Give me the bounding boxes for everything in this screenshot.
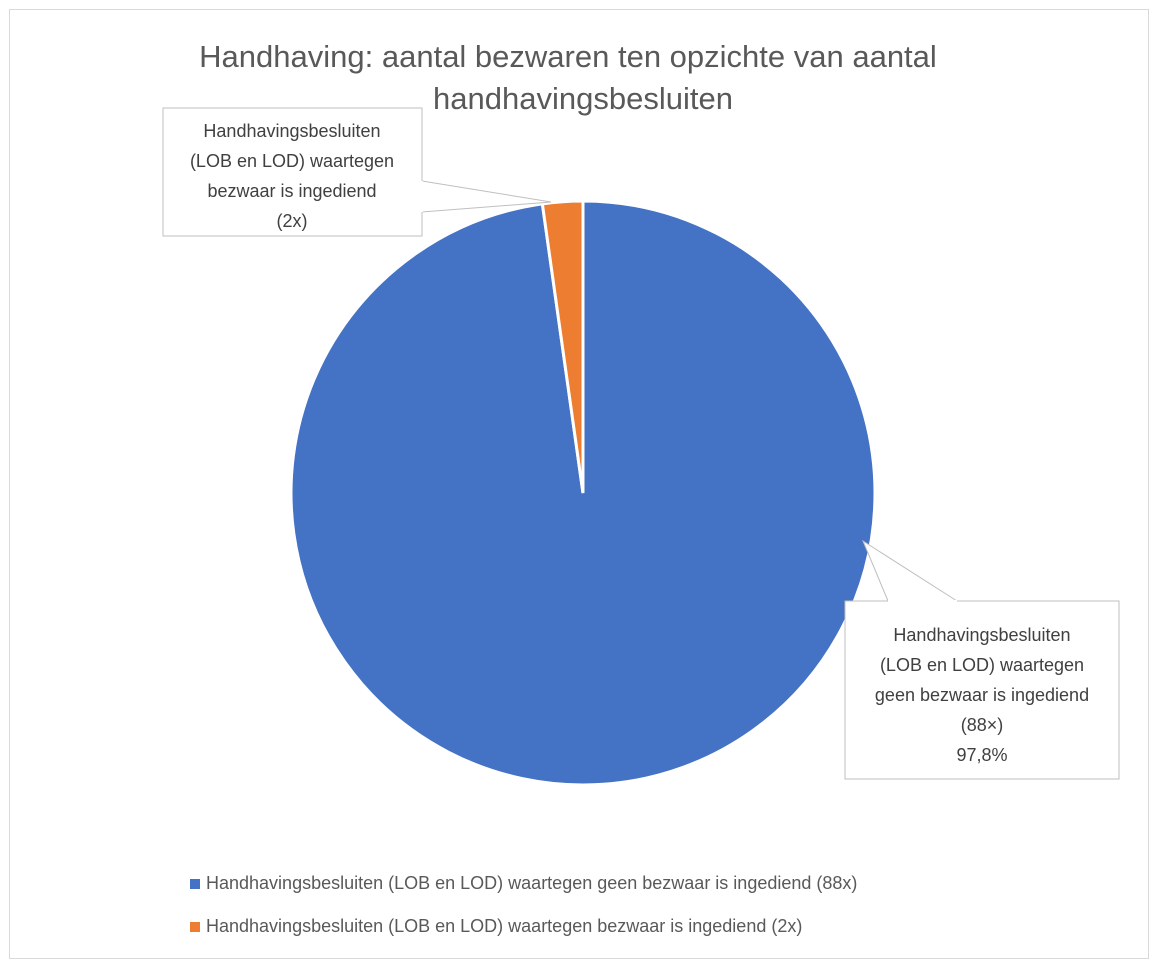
callout-2: Handhavingsbesluiten (LOB en LOD) waarteg… <box>162 107 552 237</box>
chart-title-line-1: Handhaving: aantal bezwaren ten opzichte… <box>199 39 937 74</box>
legend-label-2: Handhavingsbesluiten (LOB en LOD) waarte… <box>206 916 802 936</box>
legend-item-1: Handhavingsbesluiten (LOB en LOD) waarte… <box>190 873 857 893</box>
callout-2-line-1: Handhavingsbesluiten <box>203 121 380 141</box>
chart-title-line-2: handhavingsbesluiten <box>433 81 733 116</box>
callout-1-line-1: Handhavingsbesluiten <box>893 625 1070 645</box>
legend-label-1: Handhavingsbesluiten (LOB en LOD) waarte… <box>206 873 857 893</box>
callout-1-line-4: (88×) <box>961 715 1004 735</box>
data-label-callouts: Handhavingsbesluiten (LOB en LOD) waarteg… <box>162 107 1120 780</box>
callout-2-line-3: bezwaar is ingediend <box>207 181 376 201</box>
callout-1-line-5: 97,8% <box>956 745 1007 765</box>
callout-leader-1 <box>861 539 959 602</box>
chart-title: Handhaving: aantal bezwaren ten opzichte… <box>199 39 937 116</box>
callout-2-line-4: (2x) <box>277 211 308 231</box>
legend-swatch-1 <box>190 879 200 889</box>
pie-slice-2 <box>540 199 585 494</box>
callout-box-1 <box>844 600 1120 780</box>
legend: Handhavingsbesluiten (LOB en LOD) waarte… <box>190 873 857 936</box>
legend-swatch-2 <box>190 922 200 932</box>
legend-item-2: Handhavingsbesluiten (LOB en LOD) waarte… <box>190 916 802 936</box>
callout-2-line-2: (LOB en LOD) waartegen <box>190 151 394 171</box>
callout-1: Handhavingsbesluiten (LOB en LOD) waarteg… <box>844 539 1120 780</box>
callout-box-2 <box>162 107 423 237</box>
pie-slices <box>289 199 877 787</box>
callout-1-line-2: (LOB en LOD) waartegen <box>880 655 1084 675</box>
callout-1-line-3: geen bezwaar is ingediend <box>875 685 1089 705</box>
